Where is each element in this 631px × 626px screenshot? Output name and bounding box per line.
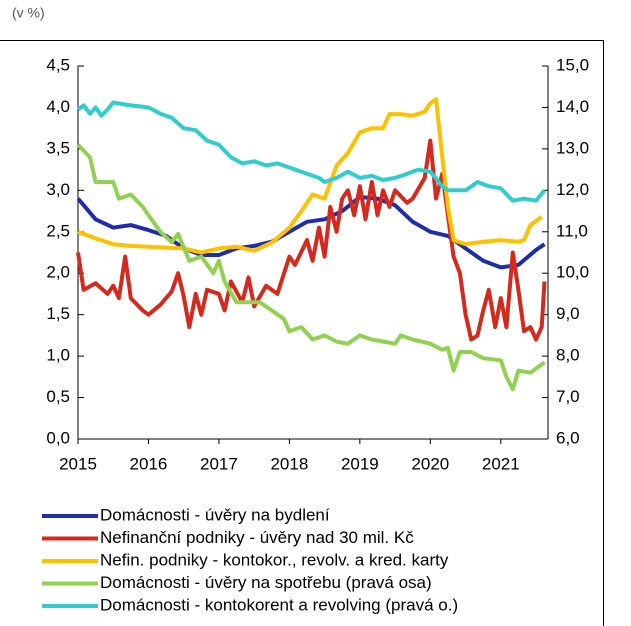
series-line bbox=[76, 138, 547, 342]
legend-label: Domácnosti - kontokorent a revolving (pr… bbox=[100, 595, 458, 614]
y2-tick-label: 14,0 bbox=[556, 97, 589, 116]
x-tick-label: 2016 bbox=[130, 454, 168, 473]
legend-label: Nefinanční podniky - úvěry nad 30 mil. K… bbox=[100, 528, 414, 547]
y2-tick-label: 11,0 bbox=[556, 221, 588, 240]
y2-tick-label: 15,0 bbox=[556, 55, 589, 74]
unit-label: (v %) bbox=[12, 5, 45, 21]
y-tick-label: 3,5 bbox=[46, 138, 70, 157]
y2-tick-label: 12,0 bbox=[556, 180, 589, 199]
x-tick-label: 2019 bbox=[341, 454, 379, 473]
x-tick-label: 2018 bbox=[270, 454, 308, 473]
y-tick-label: 0,5 bbox=[46, 387, 70, 406]
x-tick-label: 2021 bbox=[482, 454, 520, 473]
y-tick-label: 4,5 bbox=[46, 55, 70, 74]
y2-tick-label: 9,0 bbox=[556, 304, 580, 323]
y2-tick-label: 7,0 bbox=[556, 387, 580, 406]
frame bbox=[0, 40, 604, 626]
x-tick-label: 2017 bbox=[200, 454, 238, 473]
x-tick-label: 2020 bbox=[411, 454, 449, 473]
y-tick-label: 2,5 bbox=[46, 221, 70, 240]
y2-tick-label: 10,0 bbox=[556, 263, 589, 282]
legend-label: Domácnosti - úvěry na spotřebu (pravá os… bbox=[100, 573, 432, 592]
y-tick-label: 1,5 bbox=[46, 304, 70, 323]
y2-tick-label: 6,0 bbox=[556, 428, 580, 447]
y-tick-label: 4,0 bbox=[46, 97, 70, 116]
series-line bbox=[76, 195, 546, 270]
series-line bbox=[77, 97, 543, 255]
y2-tick-label: 8,0 bbox=[556, 346, 580, 365]
y-tick-label: 1,0 bbox=[46, 346, 70, 365]
series-line bbox=[76, 100, 547, 203]
series-line bbox=[76, 143, 546, 392]
legend-label: Domácnosti - úvěry na bydlení bbox=[100, 505, 330, 524]
y-tick-label: 3,0 bbox=[46, 180, 70, 199]
y-tick-label: 0,0 bbox=[46, 428, 70, 447]
y-tick-label: 2,0 bbox=[46, 263, 70, 282]
y2-tick-label: 13,0 bbox=[556, 138, 589, 157]
x-tick-label: 2015 bbox=[59, 454, 97, 473]
legend-label: Nefin. podniky - kontokor., revolv. a kr… bbox=[100, 550, 449, 569]
